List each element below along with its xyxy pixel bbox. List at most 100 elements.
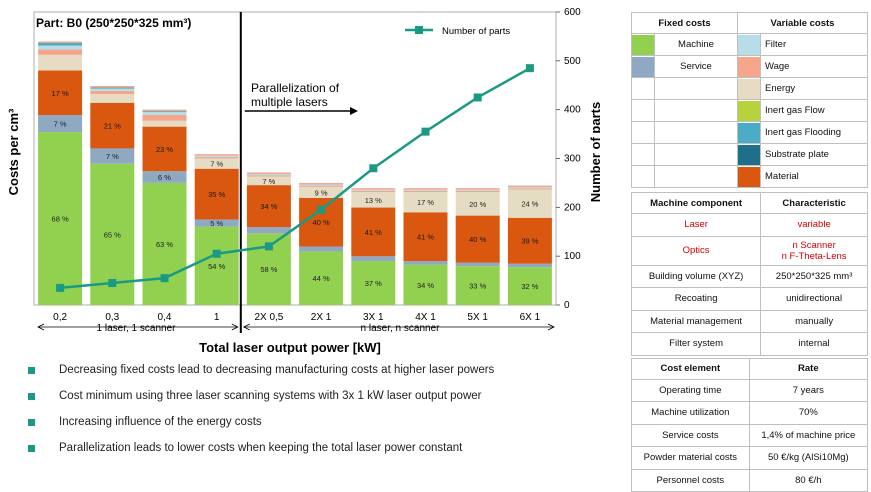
x-axis-label: Total laser output power [kW] xyxy=(199,340,381,355)
bar-segment-energy xyxy=(143,121,187,127)
bar-segment-service xyxy=(299,247,343,252)
color-swatch-icon xyxy=(738,35,760,55)
legend-swatch-variable xyxy=(738,166,761,188)
bar-segment-inert-gas-flooding xyxy=(38,43,82,46)
legend-label-fixed xyxy=(655,122,738,144)
segment-percent-label: 9 % xyxy=(315,188,328,197)
segment-percent-label: 54 % xyxy=(208,262,225,271)
characteristic-cell: n Scanner n F-Theta-Lens xyxy=(761,236,868,265)
color-swatch-icon xyxy=(738,57,760,77)
legend-label-variable: Filter xyxy=(761,34,868,56)
bar-segment-service xyxy=(247,227,291,233)
bullet-item: Parallelization leads to lower costs whe… xyxy=(28,435,608,461)
segment-percent-label: 24 % xyxy=(521,200,538,209)
characteristic-cell: unidirectional xyxy=(761,288,868,311)
y2-tick-label: 600 xyxy=(564,7,581,18)
y2-tick-label: 500 xyxy=(564,56,581,67)
bar-segment-filter xyxy=(508,187,552,188)
legend-label-fixed: Machine xyxy=(655,34,738,56)
legend-row: Material xyxy=(632,166,868,188)
cost-element-header: Cost element xyxy=(632,358,750,379)
legend-label-variable: Substrate plate xyxy=(761,144,868,166)
annotation-line-1: Parallelization of xyxy=(251,81,340,95)
x-tick-label: 4X 1 xyxy=(415,312,436,323)
bar-segment-service xyxy=(351,256,395,261)
bar-segment-wage xyxy=(351,191,395,192)
bar-segment-filter xyxy=(90,89,134,91)
y2-tick-label: 0 xyxy=(564,300,570,311)
x-tick-label: 2X 1 xyxy=(311,312,332,323)
bar-top-cap xyxy=(90,86,134,88)
legend-swatch-variable xyxy=(738,122,761,144)
cost-element-cell: Powder material costs xyxy=(632,447,750,470)
bar-segment-wage xyxy=(247,175,291,176)
bar-top-cap xyxy=(247,173,291,175)
legend-swatch-fixed xyxy=(632,122,655,144)
bar-segment-filter xyxy=(38,46,82,50)
legend-label-fixed: Service xyxy=(655,56,738,78)
bullet-text: Increasing influence of the energy costs xyxy=(59,416,262,428)
bar-top-cap xyxy=(143,110,187,112)
bar-top-cap xyxy=(404,188,448,190)
legend-label-variable: Inert gas Flooding xyxy=(761,122,868,144)
bar-segment-wage xyxy=(143,115,187,121)
cost-element-cell: Operating time xyxy=(632,379,750,402)
segment-percent-label: 41 % xyxy=(365,228,382,237)
segment-percent-label: 13 % xyxy=(365,196,382,205)
segment-percent-label: 34 % xyxy=(260,202,277,211)
characteristic-cell: internal xyxy=(761,333,868,356)
line-marker xyxy=(213,250,221,258)
line-marker xyxy=(108,279,116,287)
bar-top-cap xyxy=(508,186,552,188)
bar-segment-service xyxy=(456,263,500,267)
legend-swatch-fixed xyxy=(632,100,655,122)
legend-label-fixed xyxy=(655,166,738,188)
line-marker xyxy=(56,284,64,292)
bar-top-cap xyxy=(351,188,395,190)
segment-percent-label: 20 % xyxy=(469,200,486,209)
bar-segment-service xyxy=(404,261,448,265)
legend-line-marker xyxy=(415,26,423,34)
x-tick-label: 2X 0,5 xyxy=(254,312,283,323)
legend-label-fixed xyxy=(655,100,738,122)
bullet-square-icon xyxy=(28,393,35,400)
machine-component-cell: Optics xyxy=(632,236,761,265)
machine-component-header: Machine component xyxy=(632,193,761,214)
segment-percent-label: 37 % xyxy=(365,279,382,288)
y2-tick-label: 200 xyxy=(564,202,581,213)
color-swatch-icon xyxy=(738,145,760,165)
machine-component-cell: Laser xyxy=(632,214,761,237)
variable-costs-header: Variable costs xyxy=(738,13,868,34)
line-marker xyxy=(317,206,325,214)
legend-swatch-fixed xyxy=(632,34,655,56)
segment-percent-label: 33 % xyxy=(469,282,486,291)
x-tick-label: 5X 1 xyxy=(467,312,488,323)
x-tick-label: 0,2 xyxy=(53,312,67,323)
y2-axis-label: Number of parts xyxy=(588,102,600,202)
bullet-item: Increasing influence of the energy costs xyxy=(28,409,608,435)
segment-percent-label: 34 % xyxy=(417,281,434,290)
bar-top-cap xyxy=(195,154,239,156)
machine-component-cell: Material management xyxy=(632,310,761,333)
bar-segment-filter xyxy=(351,190,395,191)
bar-segment-wage xyxy=(456,191,500,192)
y2-tick-label: 100 xyxy=(564,251,581,262)
line-marker xyxy=(422,128,430,136)
legend-swatch-variable xyxy=(738,144,761,166)
chart-title: Part: B0 (250*250*325 mm³) xyxy=(36,16,191,30)
segment-percent-label: 7 % xyxy=(262,177,275,186)
legend-swatch-fixed xyxy=(632,78,655,100)
characteristic-cell: variable xyxy=(761,214,868,237)
line-marker xyxy=(474,93,482,101)
segment-percent-label: 21 % xyxy=(104,122,121,131)
bullet-text: Cost minimum using three laser scanning … xyxy=(59,390,481,402)
line-marker xyxy=(526,64,534,72)
